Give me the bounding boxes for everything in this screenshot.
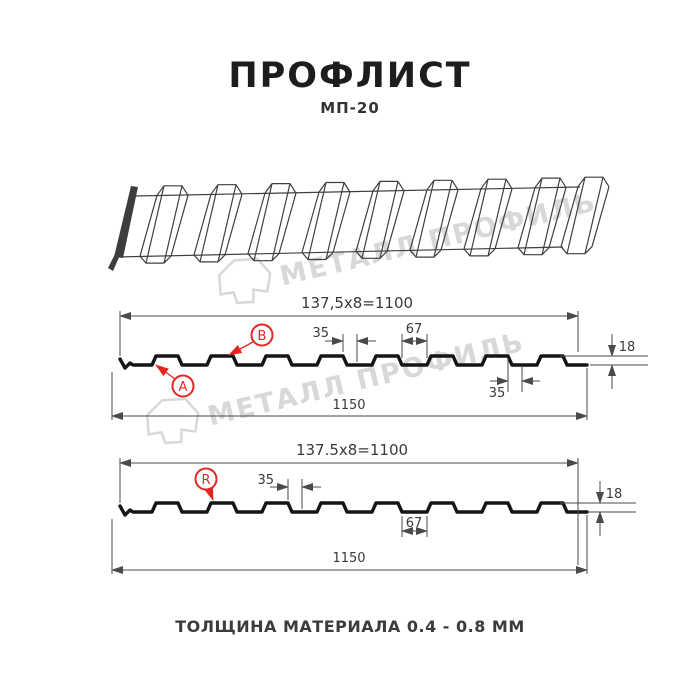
watermark-logo-bottom: МЕТАЛЛ ПРОФИЛЬ [140,327,528,451]
dim-label-flat-width-bottom: 67 [406,516,423,531]
dim-label-height-top: 18 [619,340,636,355]
marker-r-label: R [201,473,210,488]
marker-a-label: A [179,380,188,395]
profile-top-drawing: 137,5x8=1100 35 67 3 [111,294,648,420]
dim-flat-width-top [401,334,428,358]
marker-b-label: B [258,329,267,344]
dim-label-flat-width-top: 67 [406,322,423,337]
dim-rib-width-bottom-profile [270,479,321,509]
watermark-logo-top: МЕТАЛЛ ПРОФИЛЬ [212,187,600,311]
marker-a: A [155,364,195,398]
sheet-3d-drawing [108,176,610,271]
dim-total-width-top [111,368,588,420]
marker-r: R [194,467,218,502]
dim-rib-width-bottom [490,358,540,392]
dim-label-rib-width-bottom-profile: 35 [257,473,274,488]
page-title: ПРОФЛИСТ [228,56,472,96]
dim-pitch-bottom [119,458,579,565]
dim-flat-width-bottom [401,516,428,537]
dim-label-pitch-top: 137,5x8=1100 [301,294,413,312]
dim-label-total-width-top: 1150 [332,398,365,413]
dim-height-top [560,334,648,389]
dim-label-pitch-bottom: 137.5x8=1100 [296,441,408,459]
dim-total-width-bottom [111,515,588,574]
marker-b: B [227,323,274,356]
profile-bottom-drawing: 137.5x8=1100 35 67 1 [111,441,636,574]
dim-label-total-width-bottom: 1150 [332,551,365,566]
page-subtitle: МП-20 [320,99,380,117]
dim-height-bottom [560,481,636,536]
dim-label-rib-width-bottom: 35 [489,386,506,401]
dim-label-rib-width-top: 35 [312,326,329,341]
dim-pitch-top [119,311,579,356]
footer-text: ТОЛЩИНА МАТЕРИАЛА 0.4 - 0.8 ММ [175,617,525,636]
dim-label-height-bottom: 18 [606,487,623,502]
dim-rib-width-top [325,334,376,362]
